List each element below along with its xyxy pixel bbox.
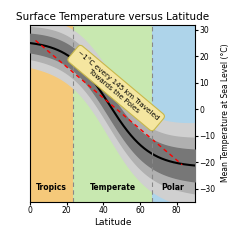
Bar xyxy=(73,25,152,202)
Bar xyxy=(152,25,195,202)
Title: Surface Temperature versus Latitude: Surface Temperature versus Latitude xyxy=(16,13,209,22)
Text: Temperate: Temperate xyxy=(90,184,136,192)
Text: Polar: Polar xyxy=(162,184,184,192)
Y-axis label: Mean Temperature at Sea Level (°C): Mean Temperature at Sea Level (°C) xyxy=(221,44,230,183)
Text: ~1°C every 145 km Traveled
Towards the Poles: ~1°C every 145 km Traveled Towards the P… xyxy=(72,49,161,127)
Bar xyxy=(30,25,73,202)
Text: Tropics: Tropics xyxy=(36,184,66,192)
X-axis label: Latitude: Latitude xyxy=(94,218,131,227)
